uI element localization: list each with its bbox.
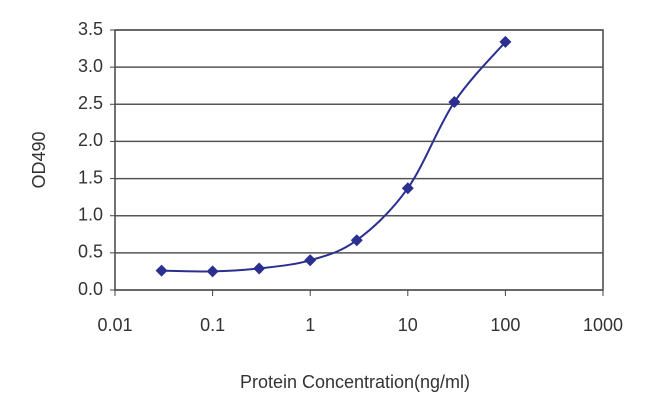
y-tick-label: 2.5 — [78, 93, 103, 113]
data-point — [401, 182, 414, 195]
y-tick-label: 3.5 — [78, 19, 103, 39]
x-tick-label: 1000 — [583, 315, 623, 335]
x-tick-label: 100 — [490, 315, 520, 335]
data-point — [206, 265, 219, 278]
data-point — [448, 96, 461, 109]
plot-frame — [114, 29, 604, 291]
data-point — [155, 264, 168, 277]
data-point — [499, 35, 512, 48]
data-line — [161, 41, 507, 273]
x-tick-label: 10 — [398, 315, 418, 335]
x-tick-label: 0.01 — [97, 315, 132, 335]
data-point — [350, 234, 363, 247]
x-tick-label: 0.1 — [200, 315, 225, 335]
y-tick-label: 1.0 — [78, 204, 103, 224]
y-tick-label: 1.5 — [78, 167, 103, 187]
y-tick-label: 0.5 — [78, 242, 103, 262]
y-axis-label: OD490 — [29, 131, 49, 188]
y-tick-label: 3.0 — [78, 56, 103, 76]
y-tick-label: 0.0 — [78, 279, 103, 299]
x-axis-label: Protein Concentration(ng/ml) — [240, 372, 470, 392]
x-tick-label: 1 — [305, 315, 315, 335]
data-point — [304, 254, 317, 267]
data-point — [253, 262, 266, 275]
y-tick-label: 2.0 — [78, 130, 103, 150]
